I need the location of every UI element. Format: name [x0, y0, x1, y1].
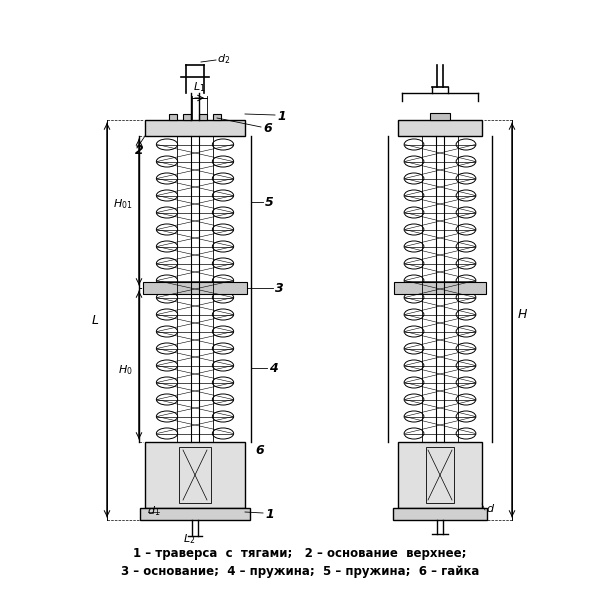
Text: 3: 3	[275, 281, 284, 295]
Bar	[199, 114, 207, 120]
Text: 4: 4	[269, 361, 278, 374]
Text: $H_0$: $H_0$	[118, 363, 133, 377]
Bar	[179, 447, 211, 503]
Bar	[169, 114, 177, 120]
Text: $H_{01}$: $H_{01}$	[113, 197, 133, 211]
Bar	[143, 282, 247, 294]
Text: $L$: $L$	[91, 313, 99, 326]
Text: 1: 1	[265, 508, 274, 520]
Text: $d_1$: $d_1$	[147, 504, 160, 518]
Text: $L_1$: $L_1$	[193, 80, 206, 94]
Bar	[145, 442, 245, 508]
Text: 3 – основание;  4 – пружина;  5 – пружина;  6 – гайка: 3 – основание; 4 – пружина; 5 – пружина;…	[121, 565, 479, 578]
Text: $d$: $d$	[486, 502, 495, 514]
Bar	[140, 508, 250, 520]
Bar	[398, 442, 482, 508]
Text: 5: 5	[265, 196, 274, 208]
Text: 2: 2	[135, 143, 144, 157]
Bar	[393, 508, 487, 520]
Text: $L_2$: $L_2$	[183, 532, 195, 546]
Bar	[398, 120, 482, 136]
Text: 1 – траверса  с  тягами;   2 – основание  верхнее;: 1 – траверса с тягами; 2 – основание вер…	[133, 547, 467, 560]
Bar	[145, 120, 245, 136]
Text: 1: 1	[277, 109, 286, 122]
Text: 6: 6	[255, 443, 264, 457]
Bar	[394, 282, 486, 294]
Text: $d_2$: $d_2$	[217, 52, 230, 66]
Text: 6: 6	[263, 121, 272, 134]
Text: $H$: $H$	[517, 307, 528, 320]
Bar	[430, 113, 450, 120]
Bar	[426, 447, 454, 503]
Bar	[213, 114, 221, 120]
Bar	[183, 114, 191, 120]
